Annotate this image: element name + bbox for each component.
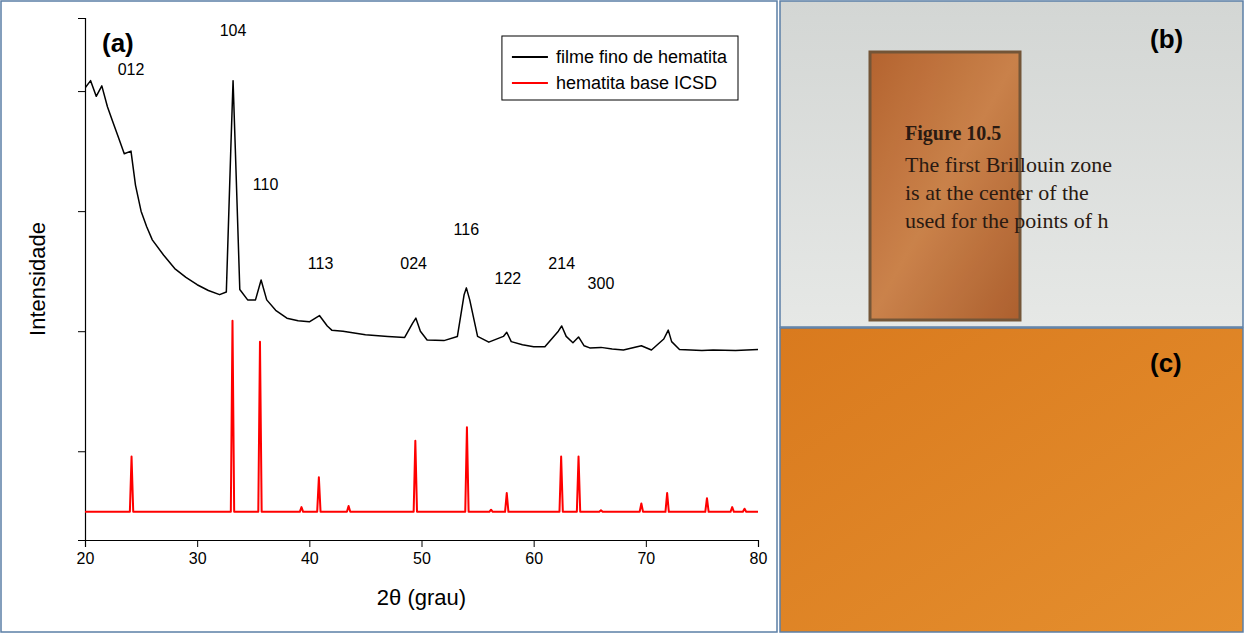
page-text: The first Brillouin zone xyxy=(905,152,1112,177)
x-axis-title: 2θ (grau) xyxy=(377,585,466,610)
y-tick xyxy=(78,451,85,452)
series-line xyxy=(85,321,758,512)
x-tick-label: 70 xyxy=(637,550,655,567)
panel-label: (b) xyxy=(1150,24,1183,54)
x-tick-mark xyxy=(422,540,423,547)
x-tick-label: 30 xyxy=(189,550,207,567)
legend-label: filme fino de hematita xyxy=(556,47,728,67)
panel-frame xyxy=(1,1,777,632)
y-tick xyxy=(78,91,85,92)
y-tick-mark xyxy=(78,91,85,92)
x-tick-label: 60 xyxy=(525,550,543,567)
peak-label: 012 xyxy=(118,61,145,78)
plot-area xyxy=(85,81,758,512)
y-axis-line xyxy=(78,19,86,541)
photo-b-background xyxy=(780,1,1243,327)
page-heading: Figure 10.5 xyxy=(905,122,1001,145)
x-tick: 80 xyxy=(750,540,768,567)
peak-label: 104 xyxy=(220,22,247,39)
x-tick: 60 xyxy=(525,540,543,567)
x-tick: 30 xyxy=(189,540,207,567)
series-line xyxy=(85,81,758,351)
y-tick-mark xyxy=(78,331,85,332)
x-tick: 40 xyxy=(301,540,319,567)
legend-swatch xyxy=(512,82,548,84)
y-tick-mark xyxy=(78,451,85,452)
legend-box xyxy=(502,36,738,100)
panel-label: (c) xyxy=(1150,348,1182,378)
page-text: is at the center of the xyxy=(905,180,1089,205)
peak-label: 113 xyxy=(308,255,334,272)
x-axis-line xyxy=(86,541,759,548)
x-tick-mark xyxy=(758,540,759,547)
x-tick-mark xyxy=(534,540,535,547)
peak-label: 122 xyxy=(495,270,522,287)
y-tick-mark xyxy=(78,211,85,212)
legend: filme fino de hematita hematita base ICSD xyxy=(502,36,738,100)
peak-label: 110 xyxy=(253,176,279,193)
x-axis: 20 30 40 50 60 70 80 xyxy=(77,540,768,567)
x-tick-label: 80 xyxy=(750,550,768,567)
page-text: used for the points of h xyxy=(905,208,1108,233)
y-axis-title: Intensidade xyxy=(25,222,50,336)
x-tick: 20 xyxy=(77,540,95,567)
x-tick: 50 xyxy=(413,540,431,567)
x-tick-label: 40 xyxy=(301,550,319,567)
y-tick xyxy=(78,211,85,212)
photo-c-film xyxy=(780,328,1243,632)
peak-label: 116 xyxy=(454,221,480,238)
x-tick-label: 50 xyxy=(413,550,431,567)
legend-swatch xyxy=(512,56,548,58)
figure: 20 30 40 50 60 70 80 2θ (grau) Intensidade 012 104… xyxy=(0,0,1244,633)
peak-label: 300 xyxy=(588,275,615,292)
y-axis xyxy=(78,19,86,541)
x-tick-mark xyxy=(646,540,647,547)
legend-label: hematita base ICSD xyxy=(556,73,717,93)
x-tick-mark xyxy=(197,540,198,547)
peak-label: 024 xyxy=(400,255,427,272)
x-tick-label: 20 xyxy=(77,550,95,567)
panel-label: (a) xyxy=(102,28,134,58)
peak-label: 214 xyxy=(548,255,575,272)
x-tick: 70 xyxy=(637,540,655,567)
x-tick-mark xyxy=(309,540,310,547)
y-tick xyxy=(78,331,85,332)
